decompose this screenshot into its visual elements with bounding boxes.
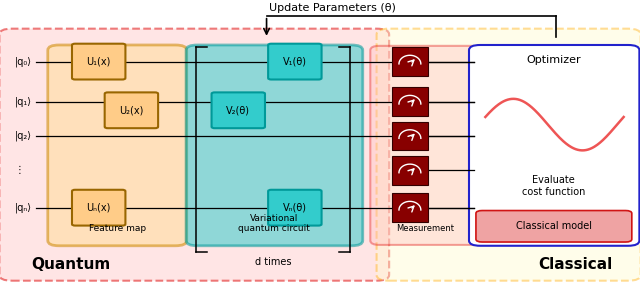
Text: |q₁⟩: |q₁⟩ (15, 97, 32, 107)
FancyBboxPatch shape (105, 93, 158, 128)
Text: |q₂⟩: |q₂⟩ (15, 131, 32, 141)
FancyBboxPatch shape (0, 29, 389, 281)
FancyBboxPatch shape (72, 44, 125, 79)
FancyBboxPatch shape (72, 190, 125, 226)
Text: Variational
quantum circuit: Variational quantum circuit (239, 214, 310, 233)
Text: U₂(x): U₂(x) (119, 105, 143, 115)
Bar (392, 122, 428, 151)
Text: Evaluate
cost function: Evaluate cost function (522, 175, 586, 197)
Text: Quantum: Quantum (31, 257, 110, 272)
FancyBboxPatch shape (476, 211, 632, 242)
Text: V₁(θ): V₁(θ) (283, 57, 307, 67)
Text: Optimizer: Optimizer (527, 55, 581, 65)
Text: Vₙ(θ): Vₙ(θ) (283, 203, 307, 213)
Bar (392, 193, 428, 222)
Bar (392, 156, 428, 185)
Text: |q₀⟩: |q₀⟩ (15, 56, 32, 67)
Text: V₂(θ): V₂(θ) (227, 105, 250, 115)
Text: Update Parameters (θ): Update Parameters (θ) (269, 3, 396, 13)
FancyBboxPatch shape (268, 44, 321, 79)
Text: Classical model: Classical model (516, 221, 592, 231)
FancyBboxPatch shape (212, 93, 265, 128)
FancyBboxPatch shape (186, 45, 363, 246)
Text: Uₙ(x): Uₙ(x) (86, 203, 111, 213)
Text: d times: d times (255, 257, 291, 267)
Text: Classical: Classical (538, 257, 612, 272)
FancyBboxPatch shape (376, 29, 640, 281)
Bar (392, 47, 428, 76)
FancyBboxPatch shape (48, 45, 187, 246)
Bar (392, 87, 428, 116)
Text: |qₙ⟩: |qₙ⟩ (15, 202, 32, 213)
FancyBboxPatch shape (469, 45, 639, 246)
FancyBboxPatch shape (371, 46, 480, 245)
Text: Measurement: Measurement (396, 224, 454, 233)
Text: Feature map: Feature map (89, 224, 146, 233)
Text: ⋮: ⋮ (15, 165, 25, 175)
Text: U₁(x): U₁(x) (86, 57, 111, 67)
FancyBboxPatch shape (268, 190, 321, 226)
